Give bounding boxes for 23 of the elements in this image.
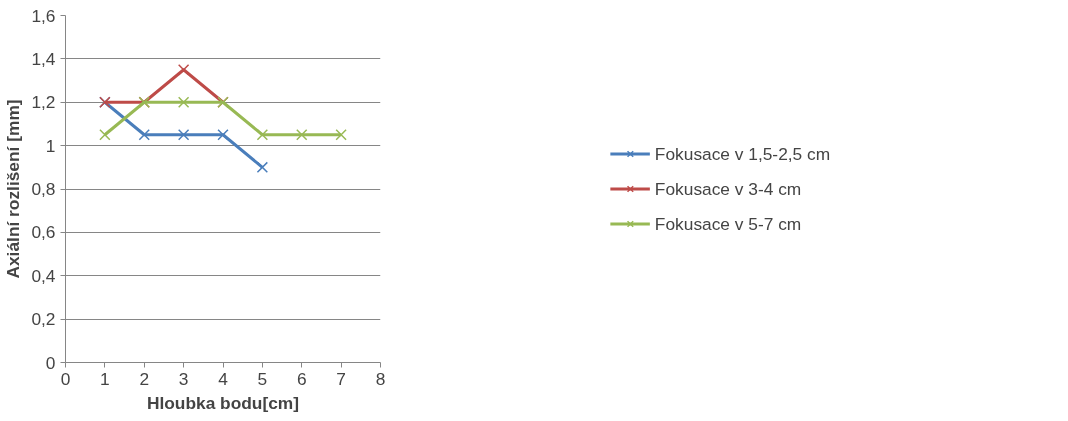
x-tick-label: 5 [257, 368, 268, 389]
y-tick-label: 1,6 [31, 5, 56, 26]
legend-label: Fokusace v 5-7 cm [654, 213, 802, 234]
y-tick-label: 0,4 [31, 265, 56, 286]
x-tick-label: 3 [178, 368, 189, 389]
y-tick-label: 1 [45, 135, 56, 156]
y-tick-label: 0,6 [31, 222, 56, 243]
x-tick-label: 4 [218, 368, 229, 389]
x-tick-label: 8 [375, 368, 386, 389]
y-tick-label: 0 [45, 352, 56, 373]
y-tick-label: 0,8 [31, 179, 56, 199]
legend-label: Fokusace v 3-4 cm [654, 178, 802, 199]
x-axis-title: Hloubka bodu[cm] [146, 392, 300, 413]
y-tick-label: 1,2 [31, 92, 56, 113]
y-tick-label: 1,4 [31, 48, 56, 69]
x-tick-label: 6 [296, 368, 307, 389]
legend-label: Fokusace v 1,5-2,5 cm [654, 143, 831, 164]
x-tick-label: 0 [60, 368, 71, 389]
x-tick-label: 1 [100, 368, 110, 389]
x-tick-label: 7 [336, 368, 346, 389]
x-tick-label: 2 [139, 368, 150, 389]
y-tick-label: 0,2 [31, 309, 56, 330]
y-axis-title: Axiální rozlišení [mm] [3, 99, 24, 279]
